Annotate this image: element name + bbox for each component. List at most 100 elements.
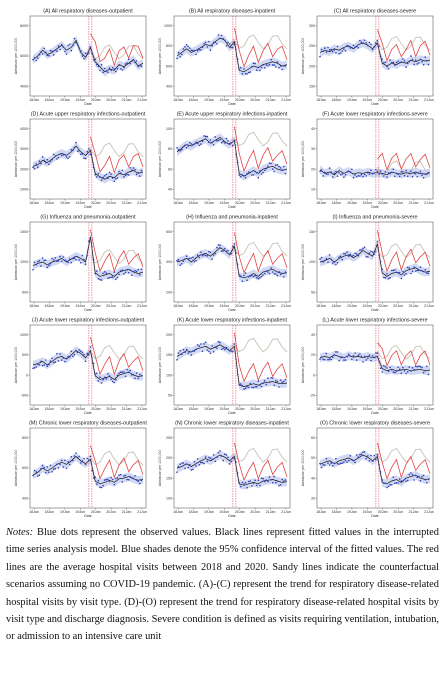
- observed-point: [241, 72, 244, 75]
- observed-point: [347, 459, 350, 462]
- observed-point: [320, 356, 323, 358]
- x-tick-label: 18Jan: [173, 407, 183, 411]
- observed-point: [339, 52, 342, 54]
- observed-point: [40, 360, 42, 363]
- observed-point: [418, 172, 420, 175]
- observed-point: [351, 358, 353, 361]
- observed-point: [281, 478, 284, 481]
- x-tick-label: 19Jan: [347, 407, 357, 411]
- observed-point: [84, 263, 87, 266]
- observed-point: [249, 382, 252, 385]
- y-tick-label: 100: [166, 373, 172, 377]
- observed-point: [187, 352, 189, 355]
- observed-point: [139, 175, 141, 177]
- observed-point: [330, 462, 333, 464]
- observed-point: [257, 380, 260, 383]
- observed-point: [257, 277, 260, 280]
- observed-point: [416, 269, 419, 272]
- x-axis-label: Date: [84, 205, 92, 209]
- x-tick-label: 18Jun: [45, 98, 55, 102]
- fitted-line: [176, 136, 288, 177]
- observed-point: [224, 39, 226, 42]
- observed-point: [395, 172, 398, 175]
- panel-title: (B) All respiratory diseases-inpatient: [189, 9, 276, 15]
- observed-point: [57, 156, 60, 159]
- observed-point: [73, 146, 76, 149]
- observed-point: [357, 456, 360, 458]
- observed-point: [198, 345, 201, 348]
- observed-point: [86, 53, 88, 56]
- x-tick-label: 21Jun: [281, 201, 291, 205]
- observed-point: [129, 269, 131, 272]
- observed-point: [115, 70, 117, 73]
- plot-frame: [316, 221, 434, 303]
- observed-point: [367, 455, 369, 457]
- observed-point: [419, 365, 422, 368]
- observed-point: [386, 65, 388, 68]
- observed-point: [419, 479, 422, 482]
- observed-point: [110, 476, 112, 479]
- observed-point: [198, 256, 201, 259]
- observed-point: [176, 147, 178, 149]
- observed-point: [273, 170, 276, 173]
- observed-point: [195, 259, 197, 262]
- observed-point: [344, 359, 347, 361]
- observed-point: [327, 46, 329, 49]
- observed-point: [134, 475, 136, 477]
- observed-point: [75, 349, 77, 352]
- observed-point: [60, 43, 63, 46]
- observed-point: [422, 371, 425, 374]
- observed-point: [230, 46, 232, 49]
- ci-band: [320, 450, 430, 489]
- observed-point: [381, 172, 384, 175]
- observed-point: [354, 46, 356, 48]
- observed-point: [135, 173, 138, 176]
- observed-point: [230, 350, 232, 352]
- observed-point: [70, 455, 73, 458]
- observed-point: [365, 359, 368, 361]
- observed-point: [75, 259, 77, 261]
- observed-point: [111, 276, 114, 279]
- observed-point: [397, 173, 399, 176]
- x-tick-label: 21Jun: [424, 98, 434, 102]
- x-tick-label: 18Jan: [316, 98, 326, 102]
- observed-point: [45, 259, 47, 262]
- observed-point: [225, 137, 228, 140]
- observed-point: [185, 348, 188, 351]
- observed-point: [40, 162, 42, 165]
- observed-point: [94, 272, 96, 275]
- observed-point: [336, 462, 339, 465]
- x-tick-label: 20Jan: [235, 304, 245, 308]
- y-tick-label: 250: [309, 44, 315, 48]
- x-tick-label: 20Jun: [393, 201, 403, 205]
- y-tick-label: 4000: [20, 127, 28, 131]
- observed-point: [363, 450, 366, 453]
- x-tick-label: 21Jan: [122, 407, 132, 411]
- observed-point: [262, 382, 264, 385]
- observed-point: [219, 450, 221, 452]
- observed-point: [216, 139, 218, 142]
- observed-point: [387, 370, 390, 373]
- observed-point: [75, 452, 77, 454]
- y-tick-label: 200: [309, 64, 315, 68]
- observed-point: [390, 484, 393, 486]
- observed-point: [206, 349, 209, 351]
- observed-point: [54, 49, 57, 51]
- observed-point: [99, 486, 101, 489]
- observed-point: [182, 462, 185, 464]
- observed-point: [211, 458, 213, 461]
- x-tick-label: 21Jan: [122, 304, 132, 308]
- x-tick-label: 20Jan: [378, 201, 388, 205]
- fitted-line: [32, 456, 144, 485]
- panel-title: (F) Acute lower respiratory infections-s…: [322, 112, 427, 118]
- observed-point: [363, 355, 366, 358]
- observed-point: [267, 377, 269, 379]
- observed-point: [208, 141, 210, 143]
- observed-point: [46, 365, 49, 368]
- observed-point: [275, 66, 277, 68]
- observed-point: [394, 371, 396, 374]
- observed-point: [263, 380, 266, 382]
- panel-j: (J) Acute lower respiratory infections-o…: [14, 318, 147, 416]
- observed-point: [140, 65, 143, 67]
- observed-point: [243, 388, 245, 390]
